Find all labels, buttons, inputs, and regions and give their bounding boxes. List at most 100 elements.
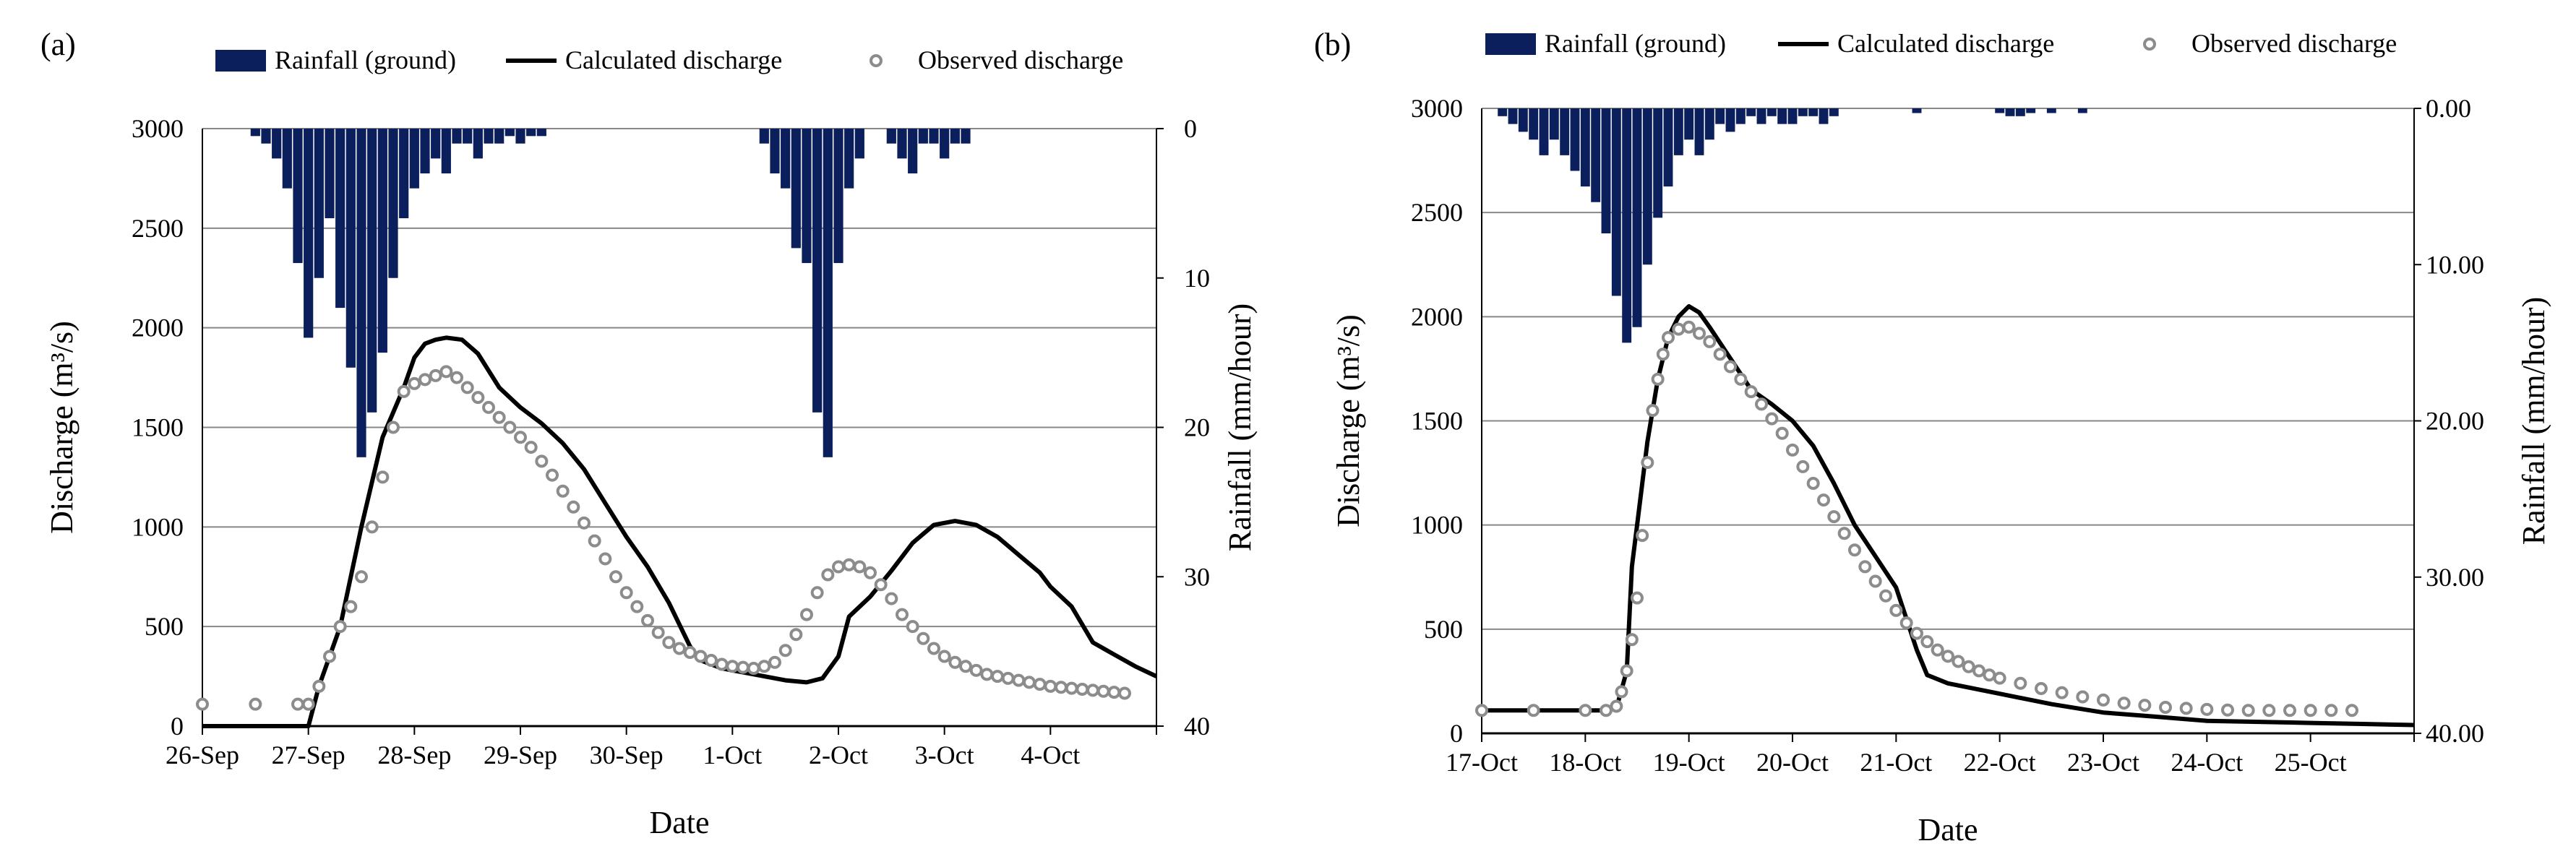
- panel-label: (b): [1314, 27, 1351, 62]
- observed-discharge-point: [1625, 633, 1639, 647]
- rainfall-bar: [961, 129, 971, 144]
- rainfall-bar: [431, 129, 441, 159]
- rainfall-bar: [1787, 108, 1798, 124]
- rainfall-bar: [505, 129, 515, 137]
- observed-discharge-point: [1641, 456, 1654, 470]
- rainfall-bar: [1508, 108, 1518, 124]
- rainfall-bar: [250, 129, 260, 137]
- observed-discharge-point: [885, 592, 898, 605]
- x-axis-label: Date: [1918, 812, 1978, 847]
- rainfall-bar: [261, 129, 271, 144]
- observed-discharge-point: [1755, 397, 1768, 411]
- rainfall-bar: [441, 129, 451, 174]
- observed-discharge-point: [651, 626, 665, 639]
- observed-discharge-point: [355, 570, 368, 584]
- observed-discharge-point: [1983, 668, 1996, 682]
- rainfall-bar: [1808, 108, 1819, 116]
- rainfall-bar: [1673, 108, 1683, 155]
- observed-discharge-point: [1962, 660, 1975, 673]
- rainfall-bar: [908, 129, 918, 174]
- observed-discharge-point: [1827, 510, 1841, 524]
- observed-discharge-point: [1579, 704, 1592, 717]
- y2-tick-label: 10.00: [2426, 250, 2484, 279]
- observed-discharge-point: [323, 650, 336, 663]
- rainfall-bar: [272, 129, 282, 159]
- observed-discharge-point: [1765, 412, 1779, 426]
- observed-discharge-point: [2179, 702, 2193, 715]
- observed-discharge-point: [556, 484, 570, 498]
- observed-discharge-point: [1879, 589, 1892, 603]
- observed-discharge-point: [810, 586, 824, 600]
- rainfall-bar: [515, 129, 525, 144]
- legend-rainfall-label: Rainfall (ground): [275, 46, 456, 74]
- rainfall-bar: [356, 129, 366, 457]
- rainfall-bar: [1611, 108, 1621, 296]
- observed-discharge-point: [980, 668, 994, 681]
- rainfall-bar: [1529, 108, 1539, 140]
- observed-discharge-point: [2200, 702, 2214, 716]
- observed-discharge-point: [619, 586, 633, 600]
- observed-discharge-point: [450, 371, 463, 384]
- rainfall-bar: [388, 129, 398, 278]
- observed-discharge-point: [1065, 681, 1078, 695]
- observed-discharge-point: [641, 613, 654, 627]
- observed-discharge-point: [418, 373, 432, 387]
- observed-discharge-point: [2241, 704, 2255, 717]
- y-tick-label: 3000: [132, 114, 184, 143]
- legend-calculated-label: Calculated discharge: [565, 46, 782, 74]
- rainfall-bar: [1819, 108, 1829, 124]
- observed-discharge-point: [937, 650, 951, 663]
- observed-discharge-point: [673, 642, 686, 655]
- observed-discharge-point: [609, 570, 622, 584]
- rainfall-bar: [335, 129, 345, 309]
- observed-discharge-point: [397, 384, 411, 398]
- rainfall-bar: [929, 129, 939, 144]
- observed-discharge-point: [578, 516, 591, 530]
- observed-discharge-point: [1703, 335, 1717, 348]
- observed-discharge-point: [1775, 426, 1789, 440]
- rainfall-bar: [1642, 108, 1652, 265]
- rainfall-bar: [781, 129, 791, 189]
- y-tick-label: 1500: [1411, 407, 1463, 436]
- observed-discharge-point: [821, 568, 835, 582]
- observed-discharge-point: [482, 400, 495, 414]
- observed-discharge-point: [778, 644, 792, 657]
- observed-discharge-point: [1118, 686, 1131, 700]
- observed-discharge-point: [1086, 683, 1099, 697]
- observed-discharge-point: [1107, 686, 1121, 699]
- observed-discharge-point: [2304, 704, 2317, 717]
- observed-discharge-point: [2035, 682, 2048, 696]
- panel-label: (a): [40, 27, 76, 62]
- observed-discharge-point: [598, 552, 612, 566]
- x-tick-label: 26-Sep: [166, 741, 239, 769]
- observed-discharge-point: [800, 608, 813, 621]
- rainfall-bar: [1580, 108, 1590, 187]
- y2-tick-label: 0.00: [2426, 94, 2471, 123]
- observed-discharge-point: [1817, 493, 1830, 507]
- observed-discharge-point: [1952, 655, 1965, 668]
- rainfall-bar: [886, 129, 896, 144]
- observed-discharge-point: [1786, 443, 1799, 457]
- observed-discharge-point: [503, 420, 517, 434]
- observed-discharge-point: [757, 660, 771, 673]
- rainfall-bar: [1498, 108, 1508, 116]
- observed-discharge-point: [2159, 700, 2172, 714]
- observed-discharge-point: [1044, 679, 1057, 693]
- rainfall-bar: [1746, 108, 1756, 116]
- observed-discharge-point: [768, 655, 781, 669]
- panel-b: (b) 0 500 1000 1500 2000 2500 3000 0.00 10.00 20.0…: [1314, 27, 2551, 847]
- rainfall-bar: [1539, 108, 1549, 155]
- observed-discharge-point: [1899, 616, 1913, 630]
- observed-discharge-point: [1600, 704, 1613, 717]
- observed-discharge-point: [1910, 626, 1923, 640]
- rainfall-bar: [770, 129, 780, 174]
- x-axis-label: Date: [649, 805, 709, 840]
- observed-discharge-point: [588, 534, 601, 548]
- observed-discharge-point: [1941, 650, 1954, 663]
- observed-discharge-point: [1023, 676, 1036, 689]
- rainfall-bar: [1829, 108, 1839, 116]
- observed-discharge-point: [1734, 372, 1748, 386]
- rainfall-bar: [409, 129, 419, 189]
- observed-discharge-point: [1931, 643, 1944, 657]
